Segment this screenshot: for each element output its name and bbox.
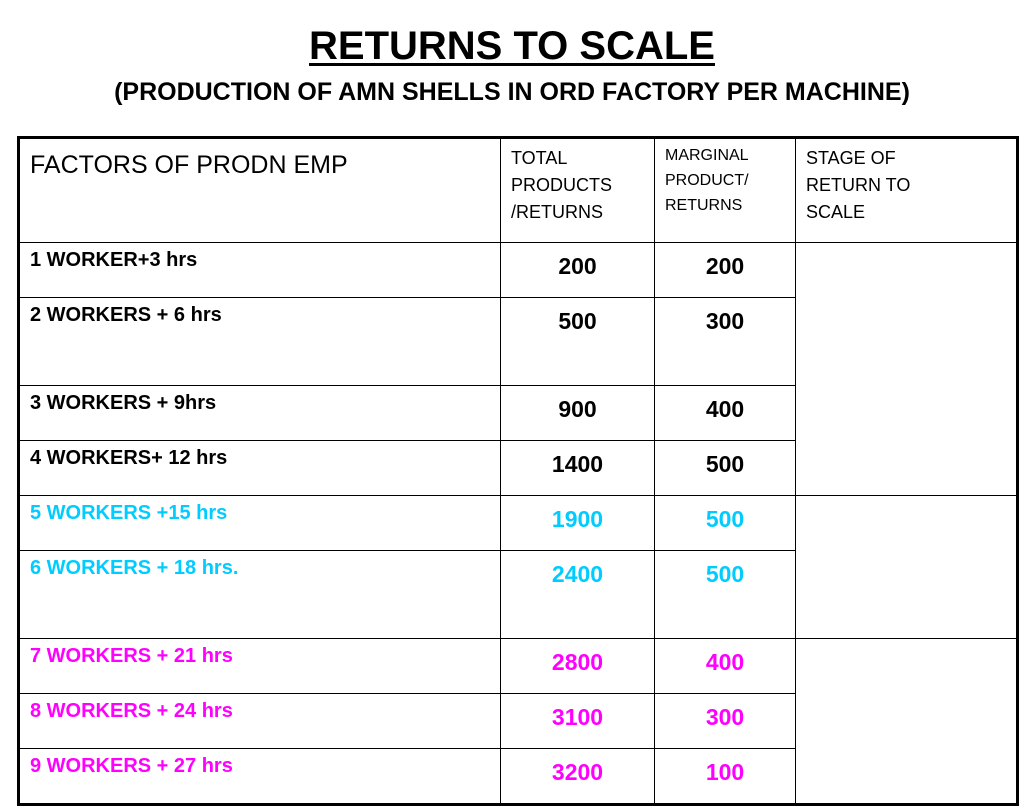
row-factors: 1 WORKER+3 hrs xyxy=(18,242,501,298)
row-total: 1400 xyxy=(500,440,655,496)
stage-cell-increasing xyxy=(795,242,1018,496)
row-factors: 7 WORKERS + 21 hrs xyxy=(18,638,501,694)
table-header-row: FACTORS OF PRODN EMP TOTAL PRODUCTS /RET… xyxy=(18,137,1018,243)
row-total: 900 xyxy=(500,385,655,441)
row-marginal: 500 xyxy=(654,495,796,551)
row-factors: 5 WORKERS +15 hrs xyxy=(18,495,501,551)
header-factors: FACTORS OF PRODN EMP xyxy=(18,137,501,243)
row-factors: 2 WORKERS + 6 hrs xyxy=(18,297,501,386)
table-row: 5 WORKERS +15 hrs 1900 500 xyxy=(18,495,1018,639)
page-title: RETURNS TO SCALE xyxy=(309,24,715,68)
header-stage-line: RETURN TO xyxy=(806,175,911,195)
header-total-line: PRODUCTS xyxy=(511,175,613,195)
header-stage: STAGE OF RETURN TO SCALE xyxy=(795,137,1018,243)
header-total-products: TOTAL PRODUCTS /RETURNS xyxy=(500,137,655,243)
page-subtitle: (PRODUCTION OF AMN SHELLS IN ORD FACTORY… xyxy=(114,78,910,106)
header-stage-line: SCALE xyxy=(806,202,866,222)
header-marginal-product: MARGINAL PRODUCT/ RETURNS xyxy=(654,137,796,243)
row-marginal: 500 xyxy=(654,440,796,496)
header-total-line: /RETURNS xyxy=(511,202,604,222)
row-marginal: 100 xyxy=(654,748,796,805)
row-factors: 3 WORKERS + 9hrs xyxy=(18,385,501,441)
header-total-line: TOTAL xyxy=(511,148,568,168)
returns-table: FACTORS OF PRODN EMP TOTAL PRODUCTS /RET… xyxy=(17,136,1019,806)
row-factors: 6 WORKERS + 18 hrs. xyxy=(18,550,501,639)
row-total: 2400 xyxy=(500,550,655,639)
table-row: 3 WORKERS + 9hrs 900 400 xyxy=(18,385,1018,441)
row-marginal: 300 xyxy=(654,297,796,386)
row-marginal: 500 xyxy=(654,550,796,639)
table-row: 6 WORKERS + 18 hrs. 2400 500 xyxy=(18,550,1018,639)
row-marginal: 200 xyxy=(654,242,796,298)
header-marginal-line: RETURNS xyxy=(665,197,743,214)
table-row: 2 WORKERS + 6 hrs 500 300 xyxy=(18,297,1018,386)
row-marginal: 300 xyxy=(654,693,796,749)
stage-cell-diminishing xyxy=(795,638,1018,805)
row-total: 200 xyxy=(500,242,655,298)
row-factors: 9 WORKERS + 27 hrs xyxy=(18,748,501,805)
row-total: 2800 xyxy=(500,638,655,694)
row-marginal: 400 xyxy=(654,638,796,694)
table-row: 7 WORKERS + 21 hrs 2800 400 xyxy=(18,638,1018,805)
row-total: 3200 xyxy=(500,748,655,805)
header-stage-line: STAGE OF xyxy=(806,148,896,168)
table-row: 4 WORKERS+ 12 hrs 1400 500 xyxy=(18,440,1018,496)
header-marginal-line: PRODUCT/ xyxy=(665,172,749,189)
row-factors: 4 WORKERS+ 12 hrs xyxy=(18,440,501,496)
header-marginal-line: MARGINAL xyxy=(665,147,749,164)
row-factors: 8 WORKERS + 24 hrs xyxy=(18,693,501,749)
stage-cell-constant xyxy=(795,495,1018,639)
row-total: 1900 xyxy=(500,495,655,551)
row-total: 3100 xyxy=(500,693,655,749)
row-marginal: 400 xyxy=(654,385,796,441)
row-total: 500 xyxy=(500,297,655,386)
table-row: 1 WORKER+3 hrs 200 200 xyxy=(18,242,1018,496)
